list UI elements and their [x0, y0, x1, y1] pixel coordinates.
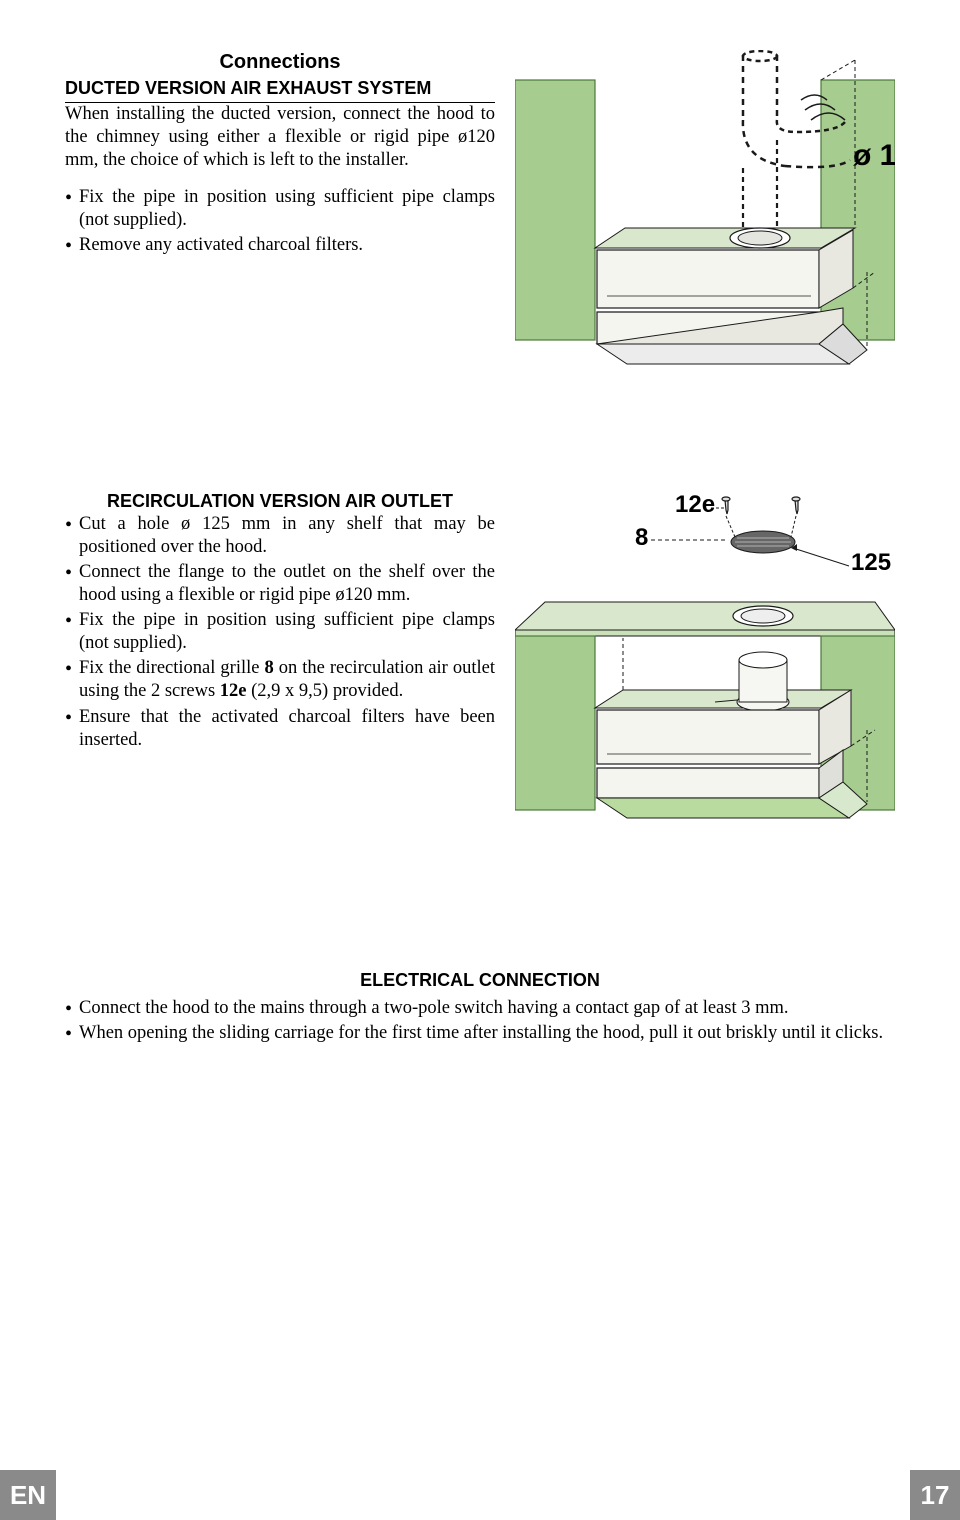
list-item: Fix the directional grille 8 on the reci… [65, 657, 495, 703]
section-electrical: ELECTRICAL CONNECTION Connect the hood t… [65, 970, 895, 1045]
two-column-layout: RECIRCULATION VERSION AIR OUTLET Cut a h… [65, 490, 895, 870]
paragraph: When installing the ducted version, conn… [65, 103, 495, 172]
text-column: Connections DUCTED VERSION AIR EXHAUST S… [65, 50, 495, 259]
list-item: Remove any activated charcoal filters. [65, 234, 495, 257]
full-width-text: Connect the hood to the mains through a … [65, 997, 895, 1045]
recirculation-diagram: 12e 8 125 9 [515, 490, 895, 870]
illustration-column: 12e 8 125 9 [515, 490, 895, 870]
label-12e: 12e [675, 491, 715, 518]
section-recirculation: RECIRCULATION VERSION AIR OUTLET Cut a h… [65, 490, 895, 870]
page-footer: EN 17 [0, 1470, 960, 1520]
list-item: Fix the pipe in position using sufficien… [65, 609, 495, 655]
illustration-column: ø 120 [515, 50, 895, 410]
label-125: 125 [851, 549, 891, 576]
section-subtitle: DUCTED VERSION AIR EXHAUST SYSTEM [65, 77, 495, 103]
page-title: Connections [65, 50, 495, 75]
list-item: Ensure that the activated charcoal filte… [65, 706, 495, 752]
list-item: Connect the flange to the outlet on the … [65, 561, 495, 607]
footer-language: EN [0, 1470, 56, 1520]
two-column-layout: Connections DUCTED VERSION AIR EXHAUST S… [65, 50, 895, 410]
text-column: RECIRCULATION VERSION AIR OUTLET Cut a h… [65, 490, 495, 754]
ducted-diagram: ø 120 [515, 50, 895, 410]
footer-page-number: 17 [910, 1470, 960, 1520]
section-subtitle: RECIRCULATION VERSION AIR OUTLET [65, 490, 495, 513]
section-ducted: Connections DUCTED VERSION AIR EXHAUST S… [65, 50, 895, 410]
list-item: Connect the hood to the mains through a … [65, 997, 895, 1020]
list-item: Cut a hole ø 125 mm in any shelf that ma… [65, 513, 495, 559]
list-item: When opening the sliding carriage for th… [65, 1022, 895, 1045]
list-item: Fix the pipe in position using sufficien… [65, 186, 495, 232]
bullet-list: Cut a hole ø 125 mm in any shelf that ma… [65, 513, 495, 752]
label-8: 8 [635, 524, 648, 551]
bullet-list: Fix the pipe in position using sufficien… [65, 186, 495, 257]
diameter-label: ø 120 [853, 139, 895, 172]
bullet-list: Connect the hood to the mains through a … [65, 997, 895, 1045]
section-subtitle: ELECTRICAL CONNECTION [65, 970, 895, 991]
